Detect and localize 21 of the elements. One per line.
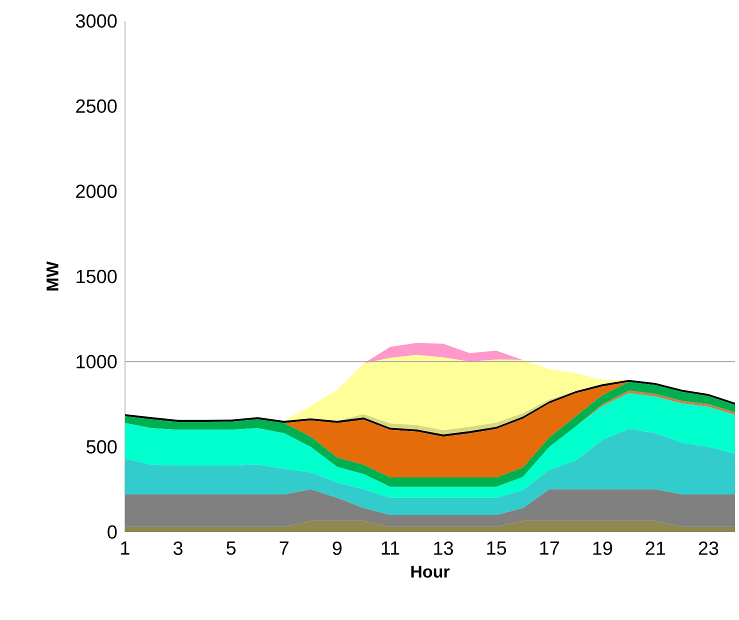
- x-tick-label: 11: [382, 542, 400, 555]
- x-tick-label: 17: [540, 542, 559, 555]
- y-tick-label: 1500: [76, 270, 117, 284]
- x-tick-label: 19: [593, 542, 612, 555]
- y-tick-label: 0: [108, 525, 117, 539]
- x-tick-label: 5: [226, 542, 236, 555]
- x-tick-label: 23: [698, 542, 718, 555]
- x-tick-label: 7: [280, 542, 288, 555]
- x-axis-title: Hour: [411, 566, 450, 578]
- y-tick-label: 1000: [76, 354, 117, 368]
- y-tick-label: 3000: [76, 14, 117, 28]
- x-tick-label: 15: [487, 542, 506, 555]
- x-tick-label: 21: [646, 542, 666, 555]
- y-tick-label: 2000: [76, 184, 117, 198]
- x-tick-label: 9: [332, 542, 342, 555]
- y-tick-label: 500: [86, 440, 117, 454]
- y-tick-label: 2500: [76, 99, 117, 113]
- y-axis-title: MW: [46, 261, 58, 290]
- x-tick-label: 3: [173, 542, 182, 555]
- x-tick-label: 13: [434, 542, 453, 555]
- x-tick-label: 1: [121, 542, 130, 555]
